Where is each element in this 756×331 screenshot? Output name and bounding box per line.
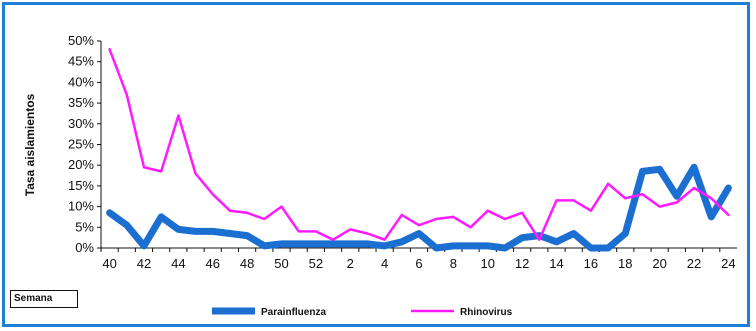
y-tick-labels: 0% 5% 10% 15% 20% 25% 30% 35% 40% 45% 50% bbox=[68, 33, 94, 255]
x-axis-label: Semana bbox=[10, 290, 78, 308]
y-tick-label: 15% bbox=[68, 178, 94, 193]
y-tick-label: 40% bbox=[68, 74, 94, 89]
y-tick-label: 30% bbox=[68, 116, 94, 131]
x-tick-label: 48 bbox=[240, 256, 254, 271]
x-tick-label: 42 bbox=[137, 256, 151, 271]
series-lines bbox=[106, 48, 732, 252]
x-tick-label: 52 bbox=[309, 256, 323, 271]
x-tick-label: 4 bbox=[381, 256, 388, 271]
x-tick-label: 22 bbox=[687, 256, 701, 271]
x-tick-label: 12 bbox=[515, 256, 529, 271]
x-tick-labels: 40 42 44 46 48 50 52 2 4 6 8 10 12 14 16 18 20 22 24 bbox=[102, 256, 735, 271]
y-tick-label: 25% bbox=[68, 137, 94, 152]
y-axis-label: Tasa aislamientos bbox=[23, 93, 37, 196]
x-tick-label: 2 bbox=[347, 256, 354, 271]
x-tick-label: 50 bbox=[274, 256, 288, 271]
x-tick-label: 10 bbox=[481, 256, 495, 271]
series-line-parainfluenza bbox=[106, 163, 732, 252]
legend-label-parainfluenza: Parainfluenza bbox=[261, 307, 326, 318]
x-tick-label: 40 bbox=[102, 256, 116, 271]
x-tick-label: 6 bbox=[415, 256, 422, 271]
y-tick-label: 0% bbox=[75, 240, 94, 255]
legend: Parainfluenza Rhinovirus bbox=[212, 307, 513, 318]
x-tick-label: 46 bbox=[205, 256, 219, 271]
y-tick-label: 5% bbox=[75, 219, 94, 234]
x-tick-label: 18 bbox=[618, 256, 632, 271]
chart-frame bbox=[2, 2, 750, 327]
y-tick-label: 10% bbox=[68, 199, 94, 214]
x-tick-label: 14 bbox=[549, 256, 563, 271]
x-tick-label: 24 bbox=[721, 256, 735, 271]
y-tick-label: 50% bbox=[68, 33, 94, 48]
y-tick-label: 20% bbox=[68, 157, 94, 172]
legend-label-rhinovirus: Rhinovirus bbox=[460, 307, 513, 318]
series-line-rhinovirus bbox=[108, 48, 730, 241]
axes bbox=[97, 40, 737, 252]
y-tick-label: 35% bbox=[68, 95, 94, 110]
x-tick-label: 44 bbox=[171, 256, 185, 271]
y-tick-label: 45% bbox=[68, 54, 94, 69]
x-tick-label: 20 bbox=[652, 256, 666, 271]
x-tick-label: 8 bbox=[450, 256, 457, 271]
x-tick-label: 16 bbox=[584, 256, 598, 271]
